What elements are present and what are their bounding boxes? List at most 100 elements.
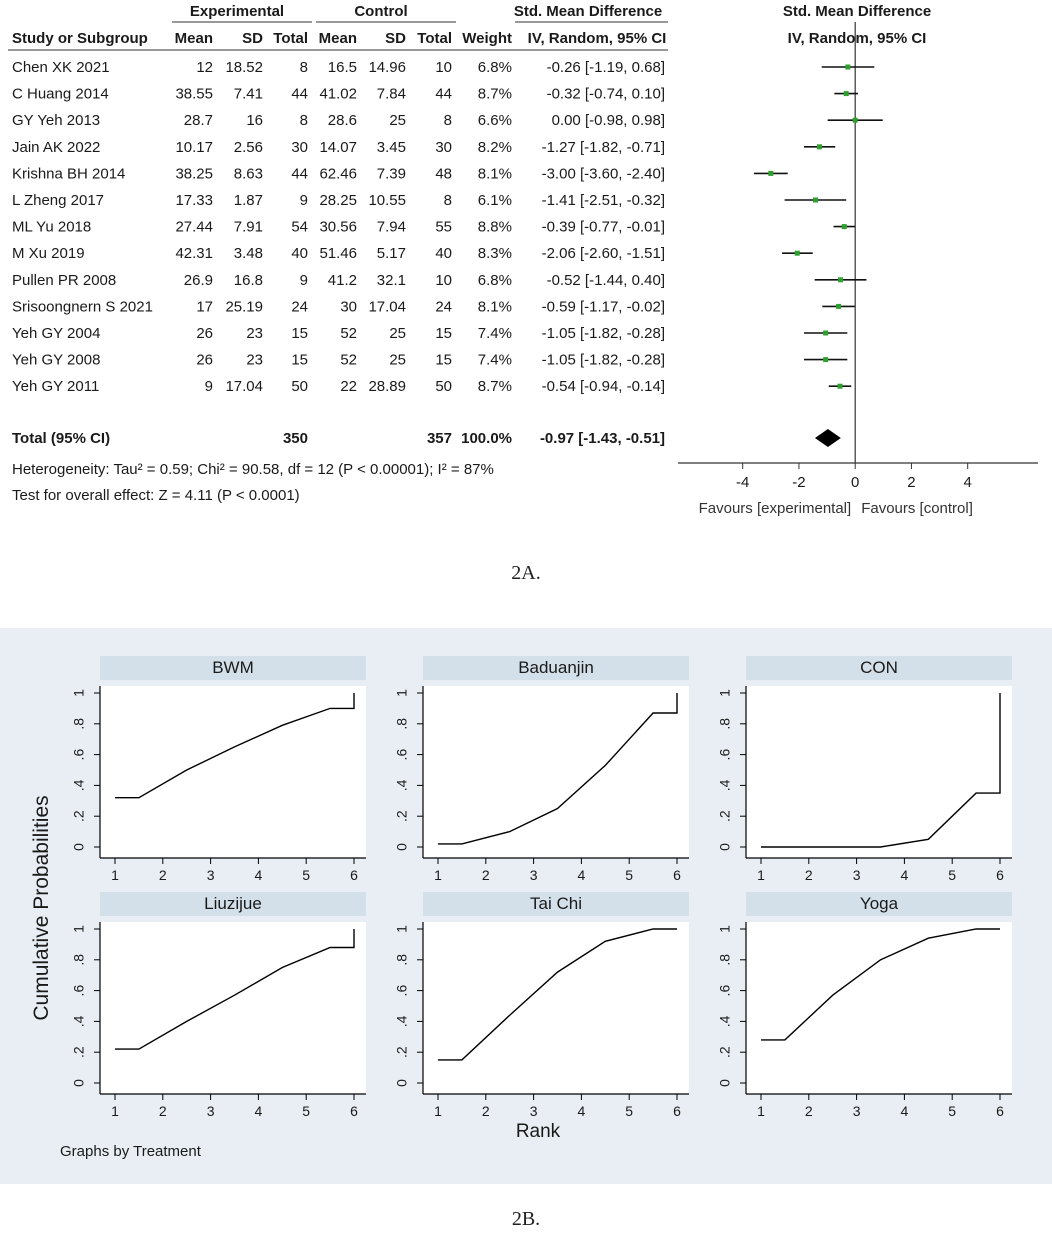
study-cell-name: L Zheng 2017 [12, 192, 104, 209]
study-point-estimate [794, 250, 800, 256]
study-cell-c-total: 8 [444, 112, 452, 129]
panel-x-tick-label: 4 [901, 1103, 909, 1119]
study-point-estimate [845, 64, 851, 70]
study-cell-e-total: 44 [291, 165, 308, 182]
study-cell-ci-text: -0.26 [-1.19, 0.68] [547, 59, 665, 76]
plot-area [423, 922, 689, 1094]
study-cell-ci-text: -0.54 [-0.94, -0.14] [542, 378, 665, 395]
cumulative-probability-line [115, 693, 355, 799]
study-cell-weight: 6.6% [478, 112, 512, 129]
panel-y-tick-label: 1 [394, 689, 410, 697]
study-cell-e-sd: 16.8 [234, 272, 263, 289]
study-cell-e-sd: 2.56 [234, 139, 263, 156]
study-cell-c-total: 30 [435, 139, 452, 156]
rank-panel-con: CON 0 .2 .4 .6 .8 1 1 2 3 4 5 6 [717, 656, 1012, 883]
overall-effect-text: Test for overall effect: Z = 4.11 (P < 0… [12, 487, 300, 504]
panel-x-tick-label: 3 [853, 867, 861, 883]
panel-x-tick-label: 5 [625, 867, 633, 883]
figure-caption-2a: 2A. [511, 562, 541, 584]
panel-y-tick-label: 0 [71, 843, 87, 851]
study-cell-e-total: 54 [291, 219, 308, 236]
panel-x-tick-label: 6 [996, 1103, 1004, 1119]
panel-x-tick-label: 2 [805, 867, 813, 883]
study-cell-e-sd: 18.52 [225, 59, 263, 76]
plot-subheader: IV, Random, 95% CI [788, 30, 927, 47]
forest-x-tick-label: 4 [964, 474, 972, 491]
study-row: C Huang 2014 38.55 7.41 44 41.02 7.84 44 8.7% -0… [12, 86, 858, 103]
study-cell-c-sd: 17.04 [368, 298, 406, 315]
study-cell-c-sd: 7.94 [377, 219, 406, 236]
study-cell-e-sd: 25.19 [225, 298, 263, 315]
panel-header [746, 656, 1012, 680]
study-row: Krishna BH 2014 38.25 8.63 44 62.46 7.39 48 8.1… [12, 165, 788, 182]
study-cell-e-mean: 38.55 [175, 86, 213, 103]
study-cell-e-total: 30 [291, 139, 308, 156]
panel-y-tick-label: .8 [717, 954, 733, 966]
panel-x-tick-label: 3 [207, 1103, 215, 1119]
study-cell-e-sd: 3.48 [234, 245, 263, 262]
panel-x-tick-label: 2 [805, 1103, 813, 1119]
header-experimental: Experimental [190, 3, 284, 20]
study-cell-name: GY Yeh 2013 [12, 112, 100, 129]
panel-x-tick-label: 2 [482, 1103, 490, 1119]
panel-y-tick-label: 1 [717, 689, 733, 697]
study-cell-name: Chen XK 2021 [12, 59, 110, 76]
study-cell-c-sd: 7.39 [377, 165, 406, 182]
header-smd-plot: Std. Mean Difference [783, 3, 931, 20]
study-row: Jain AK 2022 10.17 2.56 30 14.07 3.45 30 8.2% -1… [12, 139, 836, 156]
panel-x-tick-label: 3 [853, 1103, 861, 1119]
cumulative-rank-svg: BWM 0 .2 .4 .6 .8 1 1 2 3 4 5 6 Baduanjin 0 .2 .4 .6 .8 1 1 2… [30, 656, 1012, 1160]
total-control-n: 357 [427, 430, 452, 447]
study-point-estimate [837, 383, 843, 389]
study-cell-c-sd: 14.96 [368, 59, 406, 76]
column-header: Study or Subgroup [12, 30, 148, 47]
panel-y-tick-label: .4 [71, 779, 87, 791]
panel-y-tick-label: .4 [717, 1015, 733, 1027]
panel-x-tick-label: 5 [948, 867, 956, 883]
total-label: Total (95% CI) [12, 430, 110, 447]
study-cell-e-total: 8 [300, 59, 308, 76]
panel-y-tick-label: .8 [71, 718, 87, 730]
study-cell-e-sd: 8.63 [234, 165, 263, 182]
plot-area [746, 922, 1012, 1094]
forest-plot: Experimental Control Std. Mean Difference S… [8, 3, 1038, 517]
panel-y-tick-label: .2 [394, 1046, 410, 1058]
column-header: IV, Random, 95% CI [528, 30, 667, 47]
study-cell-name: Yeh GY 2008 [12, 352, 100, 369]
panel-x-tick-label: 1 [111, 1103, 119, 1119]
study-cell-e-mean: 27.44 [175, 219, 213, 236]
panel-y-tick-label: .6 [71, 749, 87, 761]
study-cell-weight: 6.1% [478, 192, 512, 209]
study-cell-ci-text: -0.32 [-0.74, 0.10] [547, 86, 665, 103]
study-cell-weight: 8.7% [478, 378, 512, 395]
rank-panel-baduanjin: Baduanjin 0 .2 .4 .6 .8 1 1 2 3 4 5 6 [394, 656, 689, 883]
study-cell-c-mean: 62.46 [319, 165, 357, 182]
plot-area [100, 922, 366, 1094]
favours-control-label: Favours [control] [861, 500, 973, 517]
rank-y-label: Cumulative Probabilities [30, 795, 53, 1020]
panel-x-tick-label: 2 [159, 1103, 167, 1119]
study-cell-name: M Xu 2019 [12, 245, 85, 262]
study-row: Srisoongnern S 2021 17 25.19 24 30 17.04 24 8.1… [12, 298, 855, 315]
panel-x-tick-label: 5 [948, 1103, 956, 1119]
study-cell-e-mean: 38.25 [175, 165, 213, 182]
study-cell-ci-text: -1.05 [-1.82, -0.28] [542, 325, 665, 342]
cumulative-probability-line [115, 929, 355, 1050]
study-point-estimate [836, 303, 842, 309]
rank-panel-yoga: Yoga 0 .2 .4 .6 .8 1 1 2 3 4 5 6 [717, 892, 1012, 1119]
study-row: Yeh GY 2011 9 17.04 50 22 28.89 50 8.7% -0.54 [-… [12, 378, 852, 395]
study-cell-c-mean: 28.25 [319, 192, 357, 209]
study-cell-c-mean: 30 [340, 298, 357, 315]
study-cell-e-mean: 10.17 [175, 139, 213, 156]
panel-y-tick-label: .4 [717, 779, 733, 791]
panel-y-tick-label: 0 [394, 843, 410, 851]
study-cell-e-mean: 9 [205, 378, 213, 395]
study-cell-e-total: 15 [291, 352, 308, 369]
panel-y-tick-label: .6 [394, 749, 410, 761]
panel-y-tick-label: .6 [717, 749, 733, 761]
panel-y-tick-label: .4 [71, 1015, 87, 1027]
panel-y-tick-label: .4 [394, 1015, 410, 1027]
total-ci: -0.97 [-1.43, -0.51] [540, 430, 665, 447]
study-cell-c-mean: 28.6 [328, 112, 357, 129]
study-cell-ci-text: -3.00 [-3.60, -2.40] [542, 165, 665, 182]
